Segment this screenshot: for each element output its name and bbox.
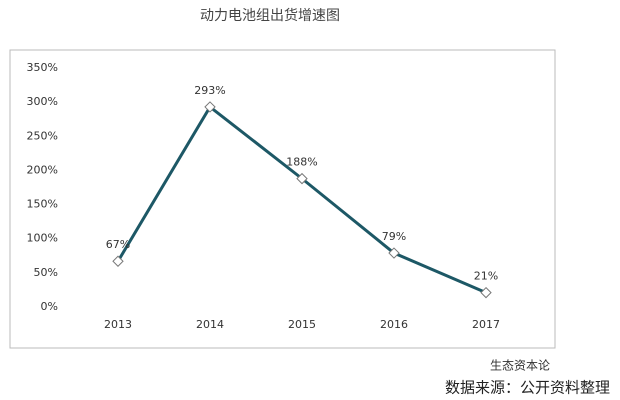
marker [204,101,216,113]
y-tick-label: 150% [27,198,58,211]
x-tick-label: 2013 [104,318,132,331]
source: 数据来源：公开资料整理 [445,379,610,397]
x-tick-label: 2015 [288,318,316,331]
marker [296,172,308,185]
y-tick-label: 0% [41,300,58,313]
marker [388,247,400,259]
x-tick-label: 2017 [472,318,500,331]
y-tick-label: 100% [27,232,58,245]
value-label: 79% [382,230,406,243]
marker [112,255,124,267]
chart-title: 动力电池组出货增速图 [200,7,340,24]
watermark: 生态资本论 [490,359,550,373]
y-tick-label: 250% [27,129,58,142]
marker [480,286,492,299]
value-label: 67% [106,238,130,251]
chart-frame [9,49,556,349]
x-tick-label: 2014 [196,318,224,331]
y-tick-label: 50% [34,266,58,279]
y-tick-label: 300% [27,95,58,108]
value-label: 188% [286,156,317,169]
value-label: 21% [474,270,498,283]
y-tick-label: 200% [27,163,58,176]
value-label: 293% [194,84,225,97]
x-tick-label: 2016 [380,318,408,331]
y-tick-label: 350% [27,61,58,74]
line [116,104,487,295]
